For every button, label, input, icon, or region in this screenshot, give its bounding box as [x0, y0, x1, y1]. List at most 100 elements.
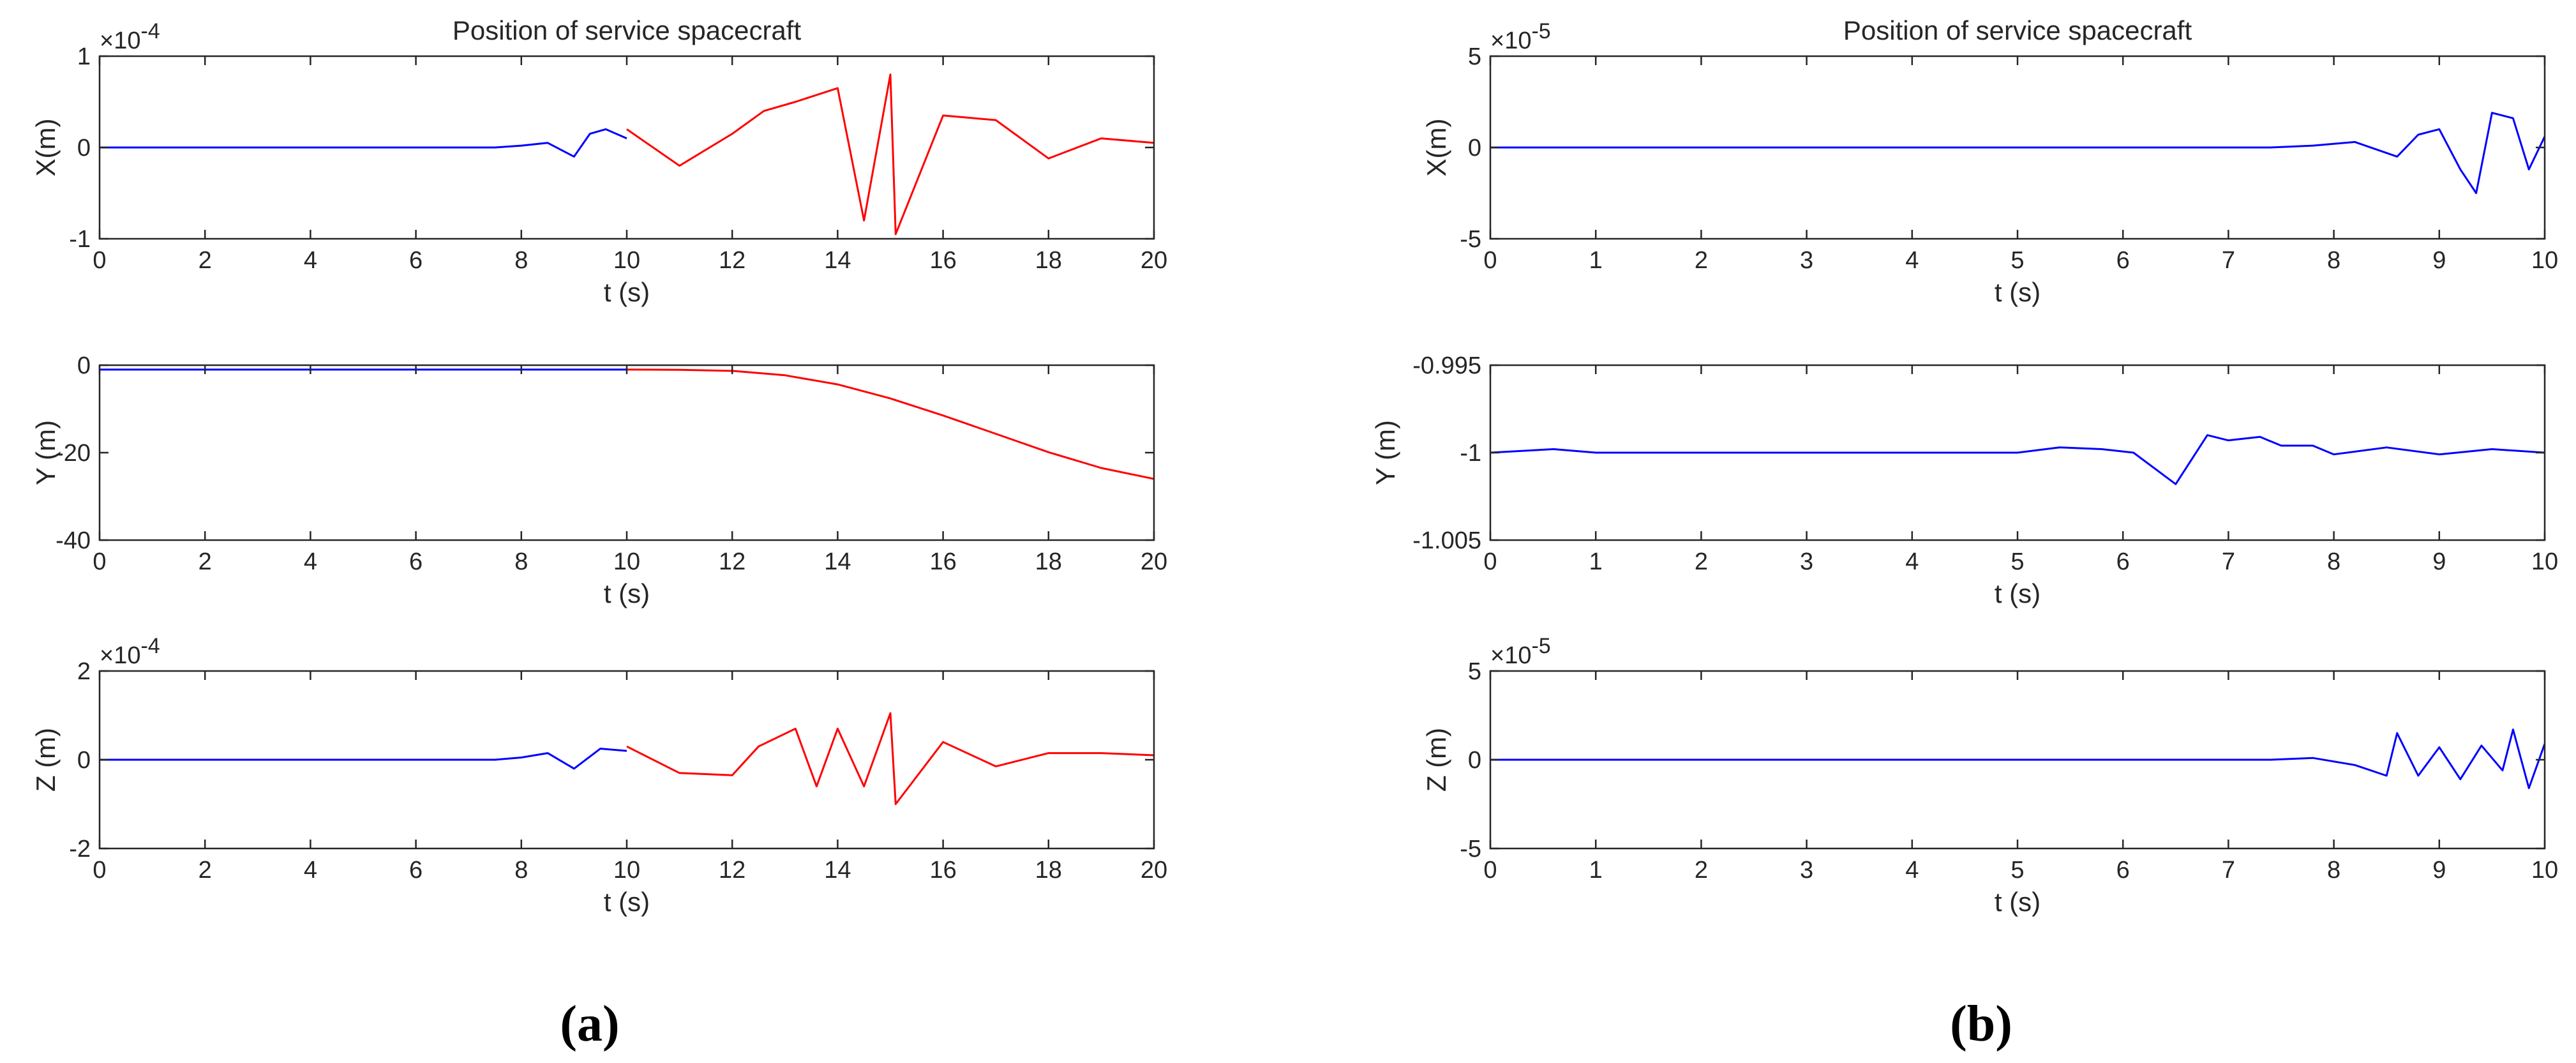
- panel-b-y-series-line-0: [1490, 434, 2545, 485]
- panel-b-z-x-tick-label-7: 7: [2222, 857, 2235, 884]
- panel-a-z-x-tick-label-3: 6: [409, 857, 423, 884]
- panel-b-y-y-tick-label-1: -1: [1460, 440, 1481, 467]
- panel-a-y-x-tick-label-8: 16: [929, 548, 956, 575]
- panel-b-x-y-tick-label-0: -5: [1460, 226, 1481, 253]
- panel-a-y-plot: 0 2 4 6 8 10 12 14 16 18 20 -40 -20 0 t (s) Y (m): [31, 352, 1167, 608]
- panel-b-x-x-tick-label-3: 3: [1800, 247, 1813, 274]
- panel-b-z-y-tick-label-2: 5: [1468, 658, 1481, 685]
- panel-b-y-x-tick-label-6: 6: [2116, 548, 2130, 575]
- panel-a-y-y-tick-label-2: 0: [77, 352, 91, 379]
- panel-a-z-x-tick-label-4: 8: [514, 857, 528, 884]
- panel-a-y-x-tick-label-10: 20: [1141, 548, 1167, 575]
- panel-a-x-series-line-1: [626, 73, 1154, 236]
- panel-a-y-x-tick-label-2: 4: [304, 548, 317, 575]
- panel-a-z-x-tick-label-8: 16: [929, 857, 956, 884]
- panel-b-z-y-tick-label-1: 0: [1468, 747, 1481, 774]
- panel-b-x-series-line-0: [1490, 112, 2545, 194]
- panel-b-y-x-tick-label-7: 7: [2222, 548, 2235, 575]
- panel-label-a: (a): [560, 996, 619, 1052]
- panel-a-x-x-tick-label-4: 8: [514, 247, 528, 274]
- panel-a-z-x-tick-label-10: 20: [1141, 857, 1167, 884]
- panel-a-y-x-tick-label-0: 0: [93, 548, 106, 575]
- panel-b-y-x-tick-label-10: 10: [2531, 548, 2558, 575]
- panel-a-z-y-tick-label-1: 0: [77, 747, 91, 774]
- panel-b-z-x-tick-label-0: 0: [1483, 857, 1497, 884]
- panel-a-x-series-line-0: [100, 128, 627, 158]
- panel-a-z-y-axis-label: Z (m): [31, 728, 61, 792]
- panel-b-x-x-tick-label-10: 10: [2531, 247, 2558, 274]
- panel-a-x-y-tick-label-2: 1: [77, 43, 91, 70]
- panel-b-x-x-tick-label-0: 0: [1483, 247, 1497, 274]
- panel-label-b: (b): [1950, 996, 2012, 1052]
- panel-a-y-x-tick-label-6: 12: [719, 548, 745, 575]
- panel-a-y-x-tick-label-3: 6: [409, 548, 423, 575]
- panel-b-y-y-axis-label: Y (m): [1370, 420, 1400, 485]
- panel-b-x-x-tick-label-5: 5: [2011, 247, 2024, 274]
- panel-b-z-series-line-0: [1490, 728, 2545, 789]
- panel-b-y-x-tick-label-8: 8: [2327, 548, 2340, 575]
- panel-a-y-x-tick-label-9: 18: [1035, 548, 1062, 575]
- panel-b-z-x-tick-label-2: 2: [1695, 857, 1708, 884]
- panel-a-x-title: Position of service spacecraft: [453, 15, 802, 45]
- panel-b-x-title: Position of service spacecraft: [1843, 15, 2192, 45]
- panel-a-x-x-tick-label-10: 20: [1141, 247, 1167, 274]
- panel-a-z-y-tick-label-0: -2: [69, 836, 91, 863]
- panel-b-x-x-tick-label-8: 8: [2327, 247, 2340, 274]
- panel-b-x-x-tick-label-2: 2: [1695, 247, 1708, 274]
- panel-a-x-x-tick-label-9: 18: [1035, 247, 1062, 274]
- panel-b-y-x-tick-label-9: 9: [2432, 548, 2446, 575]
- panel-b-y-x-tick-label-4: 4: [1905, 548, 1919, 575]
- panel-a-x-x-tick-label-3: 6: [409, 247, 423, 274]
- panel-b-z-x-tick-label-6: 6: [2116, 857, 2130, 884]
- panel-b-x-y-tick-label-2: 5: [1468, 43, 1481, 70]
- panel-a-z-x-tick-label-6: 12: [719, 857, 745, 884]
- panel-b-x-x-tick-label-1: 1: [1589, 247, 1603, 274]
- panel-b-y-y-tick-label-2: -0.995: [1412, 352, 1481, 379]
- panel-b-x-y-axis-label: X(m): [1421, 119, 1451, 177]
- panel-a-y-x-tick-label-7: 14: [824, 548, 851, 575]
- panel-b-y-plot: 0 1 2 3 4 5 6 7 8 9 10 -1.005 -1 -0.995 t (s) Y (m): [1370, 352, 2558, 608]
- panel-b-y-x-tick-label-3: 3: [1800, 548, 1813, 575]
- panel-b-x-x-tick-label-6: 6: [2116, 247, 2130, 274]
- panel-a-z-x-tick-label-7: 14: [824, 857, 851, 884]
- panel-b-z-y-axis-label: Z (m): [1421, 728, 1451, 792]
- panel-b-z-y-tick-label-0: -5: [1460, 836, 1481, 863]
- panel-a-y-series-line-1: [626, 368, 1154, 480]
- panel-a-y-y-axis-label: Y (m): [31, 420, 61, 485]
- panel-a-z-series-line-0: [100, 748, 627, 770]
- panel-a-x-x-tick-label-2: 4: [304, 247, 317, 274]
- panel-b-y-x-tick-label-5: 5: [2011, 548, 2024, 575]
- panel-a-x-y-tick-label-1: 0: [77, 135, 91, 162]
- panel-b-z-x-tick-label-1: 1: [1589, 857, 1603, 884]
- panel-a-x-y-axis-label: X(m): [31, 119, 61, 177]
- panel-b-z-x-tick-label-9: 9: [2432, 857, 2446, 884]
- panel-a-z-x-tick-label-2: 4: [304, 857, 317, 884]
- panel-a-z-x-tick-label-0: 0: [93, 857, 106, 884]
- panel-a-x-x-tick-label-5: 10: [613, 247, 640, 274]
- panel-a-z-x-tick-label-1: 2: [198, 857, 212, 884]
- panel-a-x-x-tick-label-8: 16: [929, 247, 956, 274]
- panel-a-y-x-axis-label: t (s): [604, 578, 650, 608]
- panel-a-x-x-tick-label-0: 0: [93, 247, 106, 274]
- panel-b-y-x-tick-label-2: 2: [1695, 548, 1708, 575]
- panel-a-z-x-tick-label-5: 10: [613, 857, 640, 884]
- panel-a-z-x-tick-label-9: 18: [1035, 857, 1062, 884]
- panel-b-z-x-tick-label-8: 8: [2327, 857, 2340, 884]
- panel-b-z-x-tick-label-4: 4: [1905, 857, 1919, 884]
- panel-a-z-y-tick-label-2: 2: [77, 658, 91, 685]
- panel-b-x-y-tick-label-1: 0: [1468, 135, 1481, 162]
- panel-b-y-x-tick-label-1: 1: [1589, 548, 1603, 575]
- panel-b-x-x-tick-label-4: 4: [1905, 247, 1919, 274]
- panel-a-x-x-tick-label-6: 12: [719, 247, 745, 274]
- panel-b-y-y-tick-label-0: -1.005: [1412, 527, 1481, 554]
- panel-a-z-x-axis-label: t (s): [604, 887, 650, 917]
- panel-b-z-x-axis-label: t (s): [1995, 887, 2041, 917]
- panel-b-z-x-tick-label-10: 10: [2531, 857, 2558, 884]
- panel-b-z-x-tick-label-3: 3: [1800, 857, 1813, 884]
- panel-b-x-x-axis-label: t (s): [1995, 277, 2041, 307]
- panel-a-x-x-tick-label-7: 14: [824, 247, 851, 274]
- panel-a-y-y-tick-label-1: -20: [56, 440, 91, 467]
- panel-a-x-x-axis-label: t (s): [604, 277, 650, 307]
